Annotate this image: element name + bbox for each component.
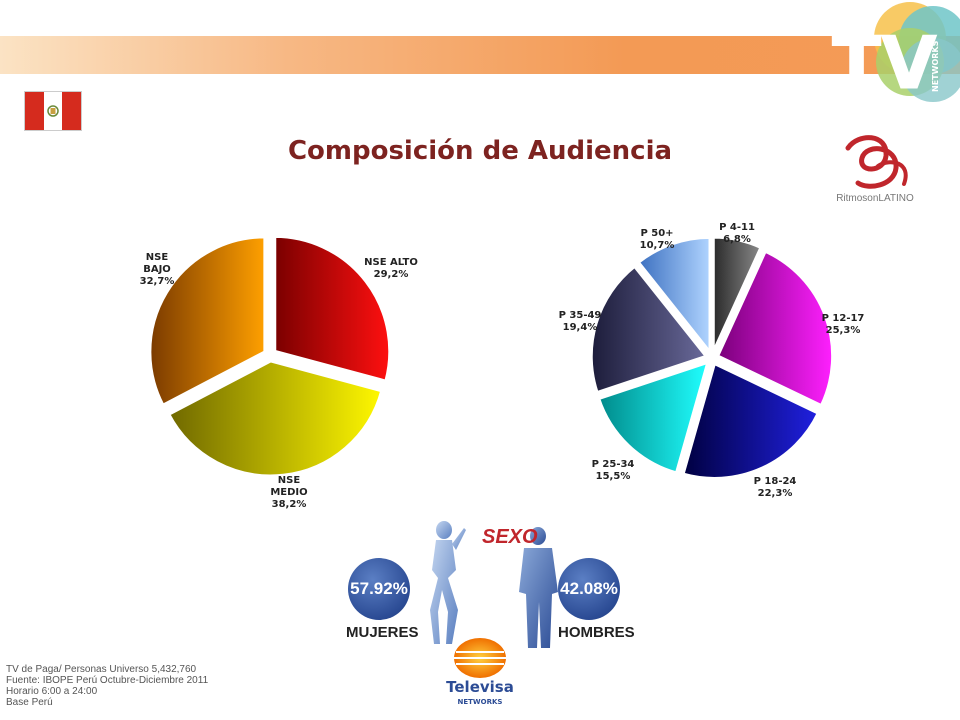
pie1-slice-nse-alto xyxy=(273,234,392,383)
pie2-slice-p-25-34 xyxy=(596,360,711,475)
pie2-slice-p-12-17 xyxy=(715,249,835,408)
footnote-line-1: TV de Paga/ Personas Universo 5,432,760 xyxy=(6,664,197,675)
footnote-line-4: Base Perú xyxy=(6,697,53,708)
pie2-slice-p-35-49 xyxy=(589,264,709,395)
pie1-label-nse-medio: NSE MEDIO 38,2% xyxy=(270,475,308,510)
pie1-slice-nse-bajo xyxy=(148,235,267,408)
pie1-slice-nse-medio xyxy=(166,359,384,478)
svg-text:NETWORKS: NETWORKS xyxy=(458,698,503,706)
svg-text:TV: TV xyxy=(832,21,937,105)
ritmoson-logo-text: RitmosonLATINO xyxy=(836,193,914,204)
ritmoson-logo xyxy=(845,135,908,189)
sexo-title: SEXO xyxy=(482,526,538,548)
pie2-label-p35-49: P 35-49 19,4% xyxy=(558,310,602,333)
men-percent-badge: 42.08% xyxy=(558,558,620,620)
women-percent-badge: 57.92% xyxy=(348,558,410,620)
woman-silhouette-icon xyxy=(430,521,466,644)
pie-chart-age xyxy=(589,236,835,480)
header-bar xyxy=(0,36,960,74)
tv-networks-logo: TV NETWORKS xyxy=(832,2,960,106)
footnote: TV de Paga/ Personas Universo 5,432,760 … xyxy=(6,664,208,708)
pie1-label-nse-bajo: NSE BAJO 32,7% xyxy=(139,252,175,287)
svg-text:NETWORKS: NETWORKS xyxy=(931,40,940,92)
men-label: HOMBRES xyxy=(558,624,635,641)
pie1-label-nse-medio-line1: NSE xyxy=(277,475,301,486)
man-silhouette-icon xyxy=(519,527,558,648)
page-title: Composición de Audiencia xyxy=(287,136,673,166)
pie2-label-p50: P 50+ 10,7% xyxy=(639,228,675,251)
pie2-slice-p-4-11 xyxy=(711,236,763,353)
pie2-label-p25-34: P 25-34 15,5% xyxy=(591,459,635,482)
women-label: MUJERES xyxy=(346,624,419,641)
televisa-logo: Televisa NETWORKS xyxy=(446,638,514,706)
pie1-label-nse-alto: NSE ALTO 29,2% xyxy=(364,257,418,280)
peru-flag-icon xyxy=(24,91,82,131)
pie2-label-p4-11: P 4-11 6,8% xyxy=(719,222,755,245)
pie2-label-p18-24: P 18-24 22,3% xyxy=(753,476,797,499)
pie2-label-p12-17: P 12-17 25,3% xyxy=(821,313,865,336)
pie2-slice-p-18-24 xyxy=(681,361,821,480)
pie2-slice-p-50- xyxy=(636,236,712,357)
footnote-line-3: Horario 6:00 a 24:00 xyxy=(6,686,98,697)
svg-text:Televisa: Televisa xyxy=(446,678,514,696)
footnote-line-2: Fuente: IBOPE Perú Octubre-Diciembre 201… xyxy=(6,675,209,686)
pie-chart-nse xyxy=(148,234,392,478)
sexo-infographic: SEXO 57.92% 42.08% MUJERES HOMBRES xyxy=(330,518,650,683)
